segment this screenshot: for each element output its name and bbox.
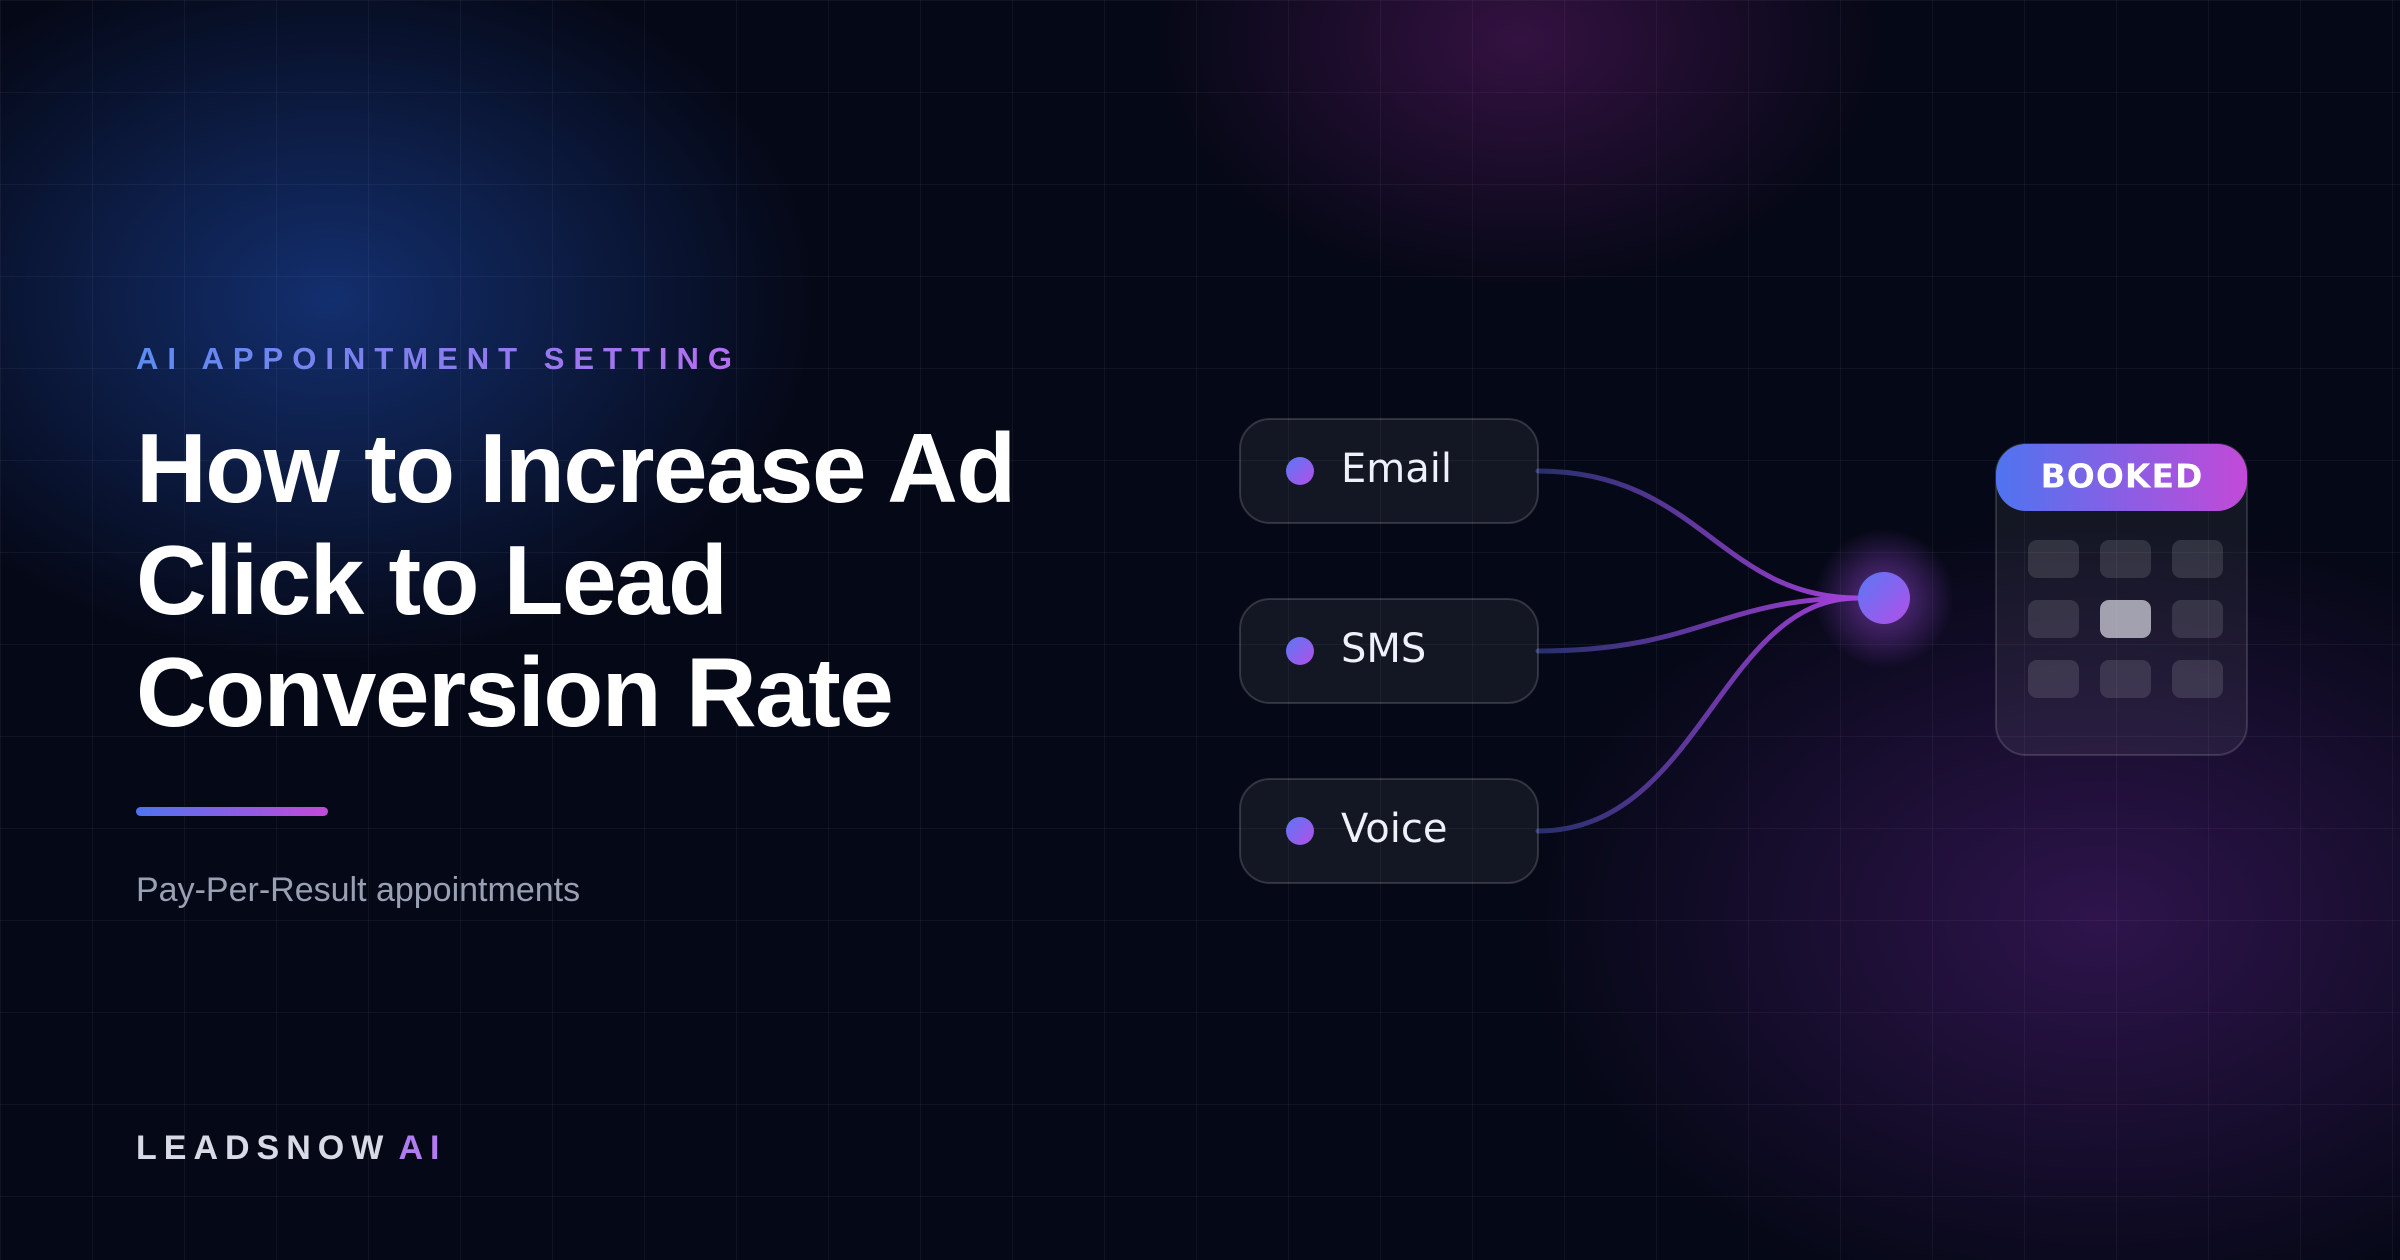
calendar-cell bbox=[2028, 540, 2079, 578]
title-line: How to Increase Ad bbox=[136, 413, 1015, 523]
calendar-header bbox=[1996, 444, 2247, 511]
eyebrow: AI APPOINTMENT SETTING bbox=[136, 341, 741, 376]
channel-label: SMS bbox=[1341, 626, 1426, 672]
brand-suffix: AI bbox=[398, 1129, 446, 1167]
connector bbox=[1535, 595, 1861, 654]
calendar-grid bbox=[2028, 540, 2223, 698]
channel-card bbox=[1239, 418, 1539, 524]
calendar-cell bbox=[2100, 660, 2151, 698]
brand-name: LEADSNOW bbox=[136, 1129, 388, 1167]
accent-bar bbox=[136, 807, 328, 816]
calendar-cell bbox=[2028, 660, 2079, 698]
channel-dot bbox=[1286, 637, 1314, 665]
title-line: Click to Lead bbox=[136, 525, 726, 635]
channel-label: Voice bbox=[1341, 806, 1447, 852]
calendar-cell bbox=[2100, 600, 2151, 638]
booked-label: BOOKED bbox=[2041, 457, 2204, 496]
calendar-cell bbox=[2100, 540, 2151, 578]
calendar: BOOKED bbox=[1995, 443, 2248, 756]
calendar-cell bbox=[2172, 660, 2223, 698]
channel-card bbox=[1239, 598, 1539, 704]
channel-flow: Email SMS Voice bbox=[1239, 418, 1861, 884]
connector bbox=[1535, 468, 1861, 601]
channel-dot bbox=[1286, 817, 1314, 845]
hub bbox=[1858, 572, 1910, 624]
title-line: Conversion Rate bbox=[136, 637, 892, 747]
subtitle: Pay-Per-Result appointments bbox=[136, 871, 580, 909]
calendar-cell bbox=[2028, 600, 2079, 638]
channel-label: Email bbox=[1341, 446, 1452, 492]
brand: LEADSNOW AI bbox=[136, 1129, 446, 1167]
calendar-cell bbox=[2172, 540, 2223, 578]
channel-dot bbox=[1286, 457, 1314, 485]
channel-card bbox=[1239, 778, 1539, 884]
calendar-cell bbox=[2172, 600, 2223, 638]
connector bbox=[1535, 595, 1861, 834]
